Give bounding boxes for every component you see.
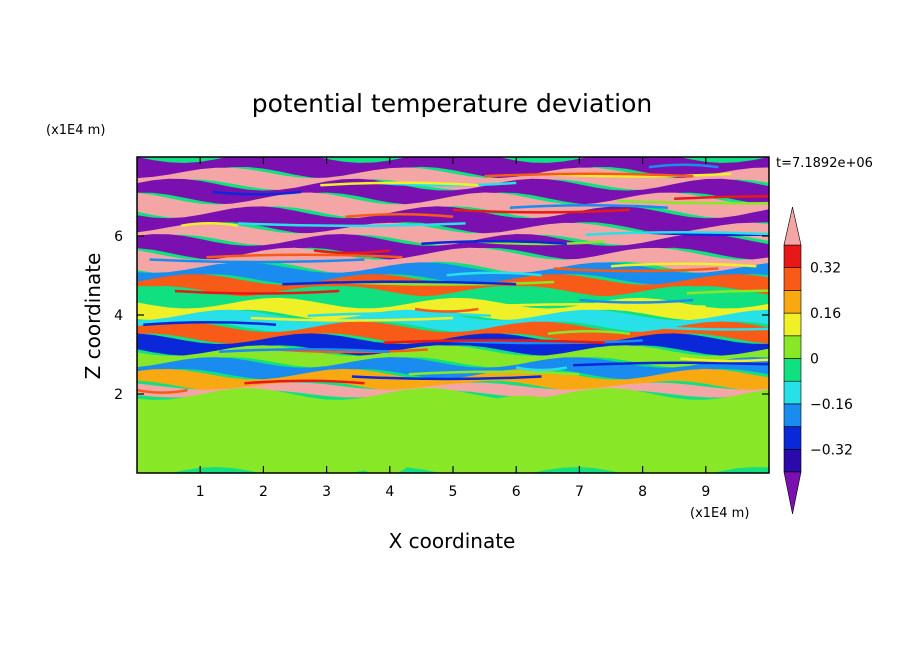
field-blob: [413, 421, 493, 450]
colorbar-segment: [783, 267, 802, 291]
field-band: [137, 178, 769, 205]
y-axis-title: Z coordinate: [81, 253, 105, 380]
field-streak: [180, 221, 239, 227]
field-streak: [206, 253, 403, 259]
x-tick-label: 3: [322, 484, 331, 500]
field-streak: [674, 194, 769, 200]
chart-title: potential temperature deviation: [252, 89, 652, 118]
field-streak: [610, 262, 757, 268]
colorbar-segment: [783, 244, 802, 269]
colorbar-segment: [783, 358, 802, 382]
heatmap-field: [137, 157, 769, 473]
x-tick-label: 9: [701, 484, 710, 500]
colorbar-segment: [783, 312, 802, 337]
colorbar-label: 0.32: [810, 261, 841, 277]
field-streak: [686, 289, 769, 295]
time-label: t=7.1892e+06: [776, 156, 873, 171]
x-tick-label: 4: [385, 484, 394, 500]
heatmap-plot-area: [136, 156, 770, 474]
field-streak: [149, 258, 365, 264]
field-streak: [408, 370, 580, 376]
field-streak: [313, 249, 390, 255]
field-streak: [573, 361, 769, 367]
field-streak: [471, 302, 706, 308]
field-streak: [421, 239, 567, 245]
field-streak: [648, 163, 719, 169]
x-tick-label: 6: [512, 484, 521, 500]
field-band: [137, 309, 769, 333]
x-axis-ticks: 1 2 3 4 5 6 7 8 9: [196, 157, 710, 500]
field-blob: [681, 403, 769, 432]
field-streak: [680, 357, 769, 363]
y-tick-label: 4: [114, 308, 123, 324]
colorbar-segment: [783, 403, 802, 427]
field-streak: [383, 339, 605, 345]
x-axis-title: X coordinate: [389, 529, 516, 553]
colorbar-label: 0: [810, 352, 819, 368]
colorbar-segment: [783, 426, 802, 450]
field-blob: [562, 439, 622, 468]
colorbar-segment: [783, 290, 802, 314]
colorbar: 0.32 0.16 0 −0.16 −0.32: [783, 206, 853, 515]
field-blob: [353, 431, 414, 473]
field-band: [137, 206, 769, 235]
field-blob: [621, 413, 702, 458]
field-band: [137, 222, 769, 246]
colorbar-label: −0.32: [810, 442, 853, 458]
field-streak: [655, 325, 769, 331]
field-streak: [320, 181, 479, 187]
field-blob: [472, 395, 573, 440]
field-streak: [244, 379, 365, 385]
colorbar-label: 0.16: [810, 306, 841, 322]
x-tick-label: 1: [196, 484, 205, 500]
field-streak: [585, 230, 769, 236]
field-band: [137, 333, 769, 356]
y-tick-label: 2: [114, 387, 123, 403]
colorbar-under-arrow: [783, 471, 802, 515]
colorbar-label: −0.16: [810, 397, 853, 413]
x-tick-label: 7: [575, 484, 584, 500]
field-blob: [144, 439, 205, 468]
field-streak: [219, 348, 390, 354]
field-streak: [307, 312, 491, 318]
field-streak: [478, 240, 605, 246]
field-blob: [264, 403, 364, 432]
field-streak: [137, 388, 188, 394]
x-tick-label: 5: [449, 484, 458, 500]
field-streak: [617, 199, 769, 205]
field-streak: [509, 203, 668, 209]
field-streak: [212, 190, 302, 196]
x-unit-label: (x1E4 m): [690, 506, 749, 521]
colorbar-segment: [783, 380, 802, 405]
field-streak: [554, 267, 719, 273]
field-streak: [515, 366, 568, 372]
x-tick-label: 8: [638, 484, 647, 500]
field-streak: [250, 316, 454, 322]
x-tick-label: 2: [259, 484, 268, 500]
field-band: [137, 382, 769, 398]
field-streak: [351, 375, 542, 381]
field-streak: [547, 330, 631, 336]
field-band: [137, 321, 769, 344]
y-unit-label: (x1E4 m): [46, 123, 105, 138]
colorbar-segment: [783, 335, 802, 359]
field-streak: [238, 222, 466, 228]
field-streak: [446, 271, 542, 277]
field-streak: [579, 298, 694, 304]
field-band: [137, 157, 769, 179]
y-axis-ticks: 2 4 6: [114, 229, 769, 403]
field-streak: [174, 289, 340, 295]
field-streak: [282, 280, 517, 286]
colorbar-over-arrow: [783, 206, 802, 246]
field-streak: [345, 212, 454, 218]
field-blob: [204, 413, 285, 458]
y-tick-label: 6: [114, 229, 123, 245]
colorbar-segment: [783, 448, 802, 473]
field-streak: [414, 307, 479, 313]
field-streak: [452, 208, 631, 214]
field-streak: [484, 172, 694, 178]
field-streak: [143, 321, 277, 327]
field-band: [137, 192, 769, 219]
